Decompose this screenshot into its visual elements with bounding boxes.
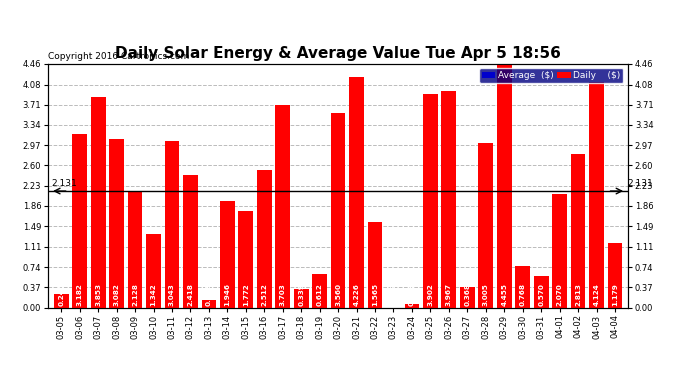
Text: 2.131: 2.131 bbox=[51, 179, 77, 188]
Bar bbox=[239, 211, 253, 308]
Bar bbox=[257, 170, 272, 308]
Bar bbox=[91, 97, 106, 308]
Text: 0.073: 0.073 bbox=[409, 284, 415, 306]
Bar bbox=[552, 194, 567, 308]
Bar bbox=[608, 243, 622, 308]
Bar bbox=[220, 201, 235, 308]
Bar bbox=[294, 289, 308, 308]
Text: 0.000: 0.000 bbox=[391, 284, 397, 306]
Text: 0.339: 0.339 bbox=[298, 284, 304, 306]
Text: 1.565: 1.565 bbox=[372, 283, 378, 306]
Bar bbox=[349, 76, 364, 308]
Text: 3.005: 3.005 bbox=[483, 284, 489, 306]
Bar bbox=[109, 139, 124, 308]
Bar bbox=[201, 300, 216, 307]
Bar bbox=[404, 303, 420, 307]
Bar bbox=[571, 154, 585, 308]
Bar bbox=[54, 294, 68, 307]
Bar bbox=[313, 274, 327, 308]
Text: 1.946: 1.946 bbox=[224, 284, 230, 306]
Bar bbox=[165, 141, 179, 308]
Text: 0.245: 0.245 bbox=[58, 284, 64, 306]
Text: 2.070: 2.070 bbox=[557, 284, 562, 306]
Text: 0.570: 0.570 bbox=[538, 284, 544, 306]
Text: 1.179: 1.179 bbox=[612, 284, 618, 306]
Text: 3.560: 3.560 bbox=[335, 284, 341, 306]
Text: 2.512: 2.512 bbox=[262, 284, 267, 306]
Text: 2.418: 2.418 bbox=[188, 284, 193, 306]
Text: 2.128: 2.128 bbox=[132, 284, 138, 306]
Text: 0.768: 0.768 bbox=[520, 284, 526, 306]
Text: 3.043: 3.043 bbox=[169, 284, 175, 306]
Text: 3.082: 3.082 bbox=[114, 284, 119, 306]
Bar bbox=[183, 176, 198, 308]
Text: 1.772: 1.772 bbox=[243, 284, 249, 306]
Text: 4.124: 4.124 bbox=[593, 284, 600, 306]
Bar bbox=[589, 82, 604, 308]
Bar bbox=[460, 287, 475, 308]
Text: Copyright 2016 Cartronics.com: Copyright 2016 Cartronics.com bbox=[48, 53, 190, 61]
Bar bbox=[534, 276, 549, 308]
Bar bbox=[497, 64, 511, 308]
Text: 2.131: 2.131 bbox=[627, 179, 653, 188]
Bar bbox=[275, 105, 290, 308]
Text: 1.342: 1.342 bbox=[150, 284, 157, 306]
Bar bbox=[146, 234, 161, 308]
Text: 0.368: 0.368 bbox=[464, 284, 471, 306]
Legend: Average  ($), Daily    ($): Average ($), Daily ($) bbox=[479, 68, 623, 82]
Bar bbox=[331, 113, 346, 308]
Text: 0.146: 0.146 bbox=[206, 284, 212, 306]
Title: Daily Solar Energy & Average Value Tue Apr 5 18:56: Daily Solar Energy & Average Value Tue A… bbox=[115, 46, 561, 61]
Text: 0.612: 0.612 bbox=[317, 284, 323, 306]
Text: 3.703: 3.703 bbox=[279, 284, 286, 306]
Bar bbox=[442, 91, 456, 308]
Bar bbox=[72, 134, 87, 308]
Text: 3.853: 3.853 bbox=[95, 284, 101, 306]
Text: 2.813: 2.813 bbox=[575, 284, 581, 306]
Bar bbox=[423, 94, 437, 308]
Bar bbox=[368, 222, 382, 308]
Text: 4.226: 4.226 bbox=[353, 284, 359, 306]
Text: 4.455: 4.455 bbox=[501, 284, 507, 306]
Text: 3.967: 3.967 bbox=[446, 284, 452, 306]
Bar bbox=[128, 191, 142, 308]
Bar bbox=[478, 143, 493, 308]
Text: 3.902: 3.902 bbox=[427, 284, 433, 306]
Text: 3.182: 3.182 bbox=[77, 284, 83, 306]
Bar bbox=[515, 266, 530, 308]
